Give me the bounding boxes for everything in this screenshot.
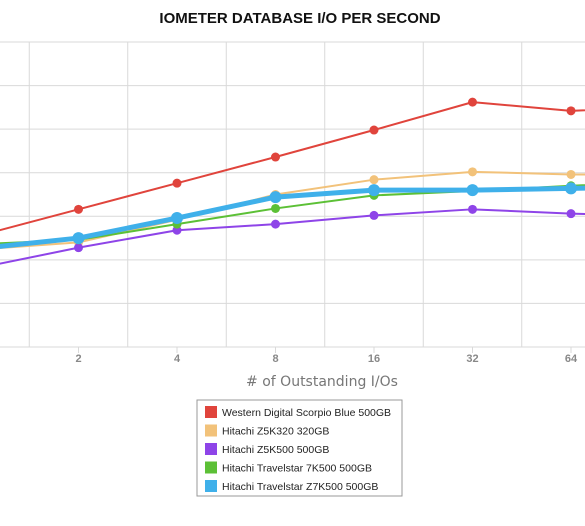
series-line (0, 208, 585, 265)
x-tick-label: 32 (466, 353, 478, 365)
data-point (271, 152, 280, 162)
data-point (74, 243, 83, 253)
x-axis-label: # of Outstanding I/Os (246, 374, 398, 390)
legend-swatch (205, 406, 217, 418)
data-point (566, 209, 576, 219)
grid-layer (0, 41, 585, 353)
data-point (74, 204, 83, 214)
legend-entry: Hitachi Z5K320 320GB (222, 426, 329, 438)
legend-entry: Western Digital Scorpio Blue 500GB (222, 407, 391, 419)
legend-entry: Hitachi Travelstar Z7K500 500GB (222, 481, 378, 493)
x-tick-label: 2 (75, 353, 81, 365)
data-point (565, 182, 577, 195)
legend: Western Digital Scorpio Blue 500GB Hitach… (196, 399, 403, 497)
data-point (72, 232, 85, 245)
data-point (368, 184, 380, 197)
x-tick-label: 16 (368, 353, 380, 365)
x-tick-label: 8 (272, 353, 278, 365)
legend-swatch (205, 480, 217, 492)
data-point (271, 219, 280, 229)
legend-box (196, 399, 403, 497)
data-point (468, 97, 477, 107)
data-point (369, 210, 379, 220)
series-line (0, 170, 585, 249)
series-line (0, 101, 585, 232)
data-point (369, 125, 379, 135)
legend-swatch (205, 424, 217, 437)
data-point (468, 167, 477, 177)
legend-entry: Hitachi Z5K500 500GB (222, 444, 329, 456)
x-tick-label: 64 (565, 353, 578, 365)
data-point (172, 178, 182, 188)
data-point (566, 106, 576, 116)
series-layer (0, 97, 585, 265)
chart-title: IOMETER DATABASE I/O PER SECOND (159, 10, 440, 27)
data-point (171, 212, 183, 225)
data-point (466, 184, 479, 197)
data-point (468, 204, 477, 214)
data-point (271, 203, 280, 213)
legend-swatch (205, 443, 217, 455)
x-tick-labels: 2 4 8 16 32 64 (75, 353, 578, 365)
series-line (0, 185, 585, 249)
data-point (369, 175, 379, 185)
legend-entry: Hitachi Travelstar 7K500 500GB (222, 463, 372, 475)
data-point (269, 191, 282, 204)
data-point (566, 169, 576, 179)
legend-swatch (205, 461, 217, 474)
x-tick-label: 4 (174, 353, 181, 365)
